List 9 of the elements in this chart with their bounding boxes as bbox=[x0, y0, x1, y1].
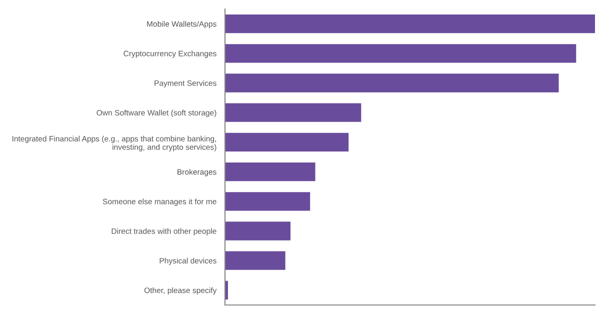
bar bbox=[225, 14, 595, 34]
bar bbox=[225, 132, 349, 152]
bar bbox=[225, 251, 286, 270]
bar bbox=[225, 222, 290, 240]
bar bbox=[225, 44, 576, 63]
bar bbox=[225, 162, 316, 182]
bar bbox=[225, 192, 310, 211]
bar bbox=[225, 74, 559, 92]
bar bbox=[225, 103, 362, 122]
